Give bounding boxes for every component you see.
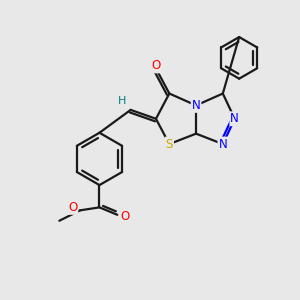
Text: O: O — [120, 210, 129, 223]
Text: N: N — [192, 99, 200, 112]
Text: N: N — [218, 138, 227, 151]
Text: O: O — [151, 59, 160, 72]
Text: N: N — [230, 112, 239, 125]
Text: O: O — [68, 201, 77, 214]
Text: S: S — [166, 138, 173, 151]
Text: H: H — [118, 96, 127, 106]
